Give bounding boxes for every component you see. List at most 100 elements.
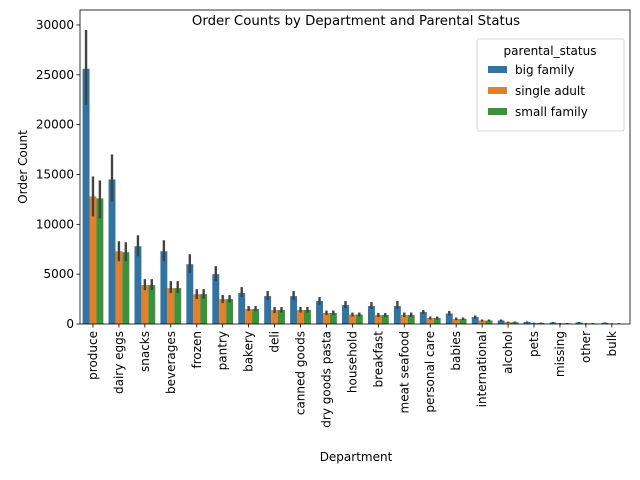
bar-produce-single-adult <box>89 196 97 324</box>
x-tick-label: dry goods pasta <box>319 331 333 428</box>
legend-swatch-single-adult <box>488 87 507 94</box>
y-tick-label: 25000 <box>36 68 74 82</box>
bar-bakery-single-adult <box>245 309 253 324</box>
x-axis: produce dairy eggs snacks beverages frozen pa… <box>86 324 619 428</box>
bar-personal-care-big-family <box>419 312 427 324</box>
bar-pets-single-adult <box>530 323 538 324</box>
x-tick-label: dairy eggs <box>112 331 126 394</box>
bar-snacks-big-family <box>134 246 142 324</box>
x-tick-label: international <box>475 331 489 407</box>
bar-beverages-single-adult <box>167 288 175 324</box>
x-tick-label: babies <box>449 331 463 371</box>
x-tick-label: missing <box>553 331 567 377</box>
x-tick-label: household <box>345 331 359 393</box>
bar-frozen-single-adult <box>193 294 201 324</box>
y-tick-label: 30000 <box>36 18 74 32</box>
bar-dairy-eggs-single-adult <box>115 251 123 324</box>
bar-dry-goods-pasta-big-family <box>316 301 323 324</box>
legend-label: small family <box>515 105 588 119</box>
x-tick-label: pantry <box>216 331 230 370</box>
x-tick-label: produce <box>86 331 100 380</box>
bar-bulk-big-family <box>601 322 609 324</box>
bar-snacks-single-adult <box>141 285 149 324</box>
bar-meat-seafood-small-family <box>407 315 415 324</box>
bar-international-small-family <box>485 320 493 324</box>
bar-pantry-single-adult <box>219 299 227 324</box>
x-tick-label: other <box>579 331 593 363</box>
bar-deli-single-adult <box>271 310 279 324</box>
bar-canned-goods-big-family <box>290 296 298 324</box>
bar-meat-seafood-single-adult <box>400 315 408 324</box>
error-bars-group <box>84 29 620 324</box>
bar-meat-seafood-big-family <box>393 306 401 324</box>
legend-label: single adult <box>515 84 585 98</box>
bar-bakery-big-family <box>238 293 246 324</box>
legend-swatch-small-family <box>488 108 507 115</box>
bar-international-single-adult <box>478 320 486 324</box>
bar-deli-small-family <box>278 310 285 324</box>
bar-household-single-adult <box>348 314 356 324</box>
x-tick-label: canned goods <box>294 331 308 415</box>
bar-breakfast-small-family <box>381 315 389 324</box>
bar-alcohol-single-adult <box>504 322 512 324</box>
x-axis-label: Department <box>320 450 393 464</box>
bar-pets-small-family <box>537 323 545 324</box>
bar-frozen-small-family <box>200 294 208 324</box>
bar-dry-goods-pasta-single-adult <box>323 313 330 324</box>
bar-dairy-eggs-small-family <box>122 252 130 324</box>
bar-dairy-eggs-big-family <box>108 179 116 324</box>
bar-frozen-big-family <box>186 264 194 324</box>
plot-frame <box>79 9 631 325</box>
bar-bakery-small-family <box>252 309 260 324</box>
bar-snacks-small-family <box>148 285 156 324</box>
y-tick-label: 20000 <box>36 118 74 132</box>
x-tick-label: bulk <box>605 331 619 357</box>
bar-beverages-big-family <box>160 251 168 324</box>
bar-household-small-family <box>355 314 363 324</box>
bar-international-big-family <box>471 317 479 324</box>
bar-pets-big-family <box>523 322 531 324</box>
bar-beverages-small-family <box>174 288 182 324</box>
bar-other-big-family <box>575 322 583 324</box>
bar-canned-goods-single-adult <box>297 310 304 324</box>
bar-alcohol-big-family <box>497 320 505 324</box>
bar-pantry-big-family <box>212 274 220 324</box>
bar-produce-small-family <box>96 198 104 324</box>
x-tick-label: personal care <box>423 331 437 413</box>
bar-babies-single-adult <box>452 319 460 324</box>
x-tick-label: deli <box>268 331 282 353</box>
x-tick-label: alcohol <box>501 331 515 374</box>
bar-babies-small-family <box>459 318 467 324</box>
bar-breakfast-big-family <box>367 306 375 324</box>
x-tick-label: bakery <box>242 331 256 372</box>
bar-babies-big-family <box>445 313 453 324</box>
y-axis: 0 5000 10000 15000 20000 25000 30000 <box>36 18 80 331</box>
x-tick-label: beverages <box>164 331 178 394</box>
bar-canned-goods-small-family <box>303 310 311 324</box>
legend-title: parental_status <box>504 44 597 58</box>
bar-dry-goods-pasta-small-family <box>329 313 337 324</box>
bars-group <box>82 68 623 324</box>
legend-items: big family single adult small family <box>488 63 588 119</box>
legend-swatch-big-family <box>488 66 507 73</box>
bar-personal-care-single-adult <box>426 318 434 324</box>
y-tick-label: 5000 <box>43 267 74 281</box>
bar-household-big-family <box>342 305 349 324</box>
bar-alcohol-small-family <box>511 322 519 324</box>
bar-missing-big-family <box>549 322 557 324</box>
bar-personal-care-small-family <box>433 318 441 324</box>
bar-breakfast-single-adult <box>374 315 382 324</box>
bar-pantry-small-family <box>226 299 234 324</box>
chart-title: Order Counts by Department and Parental … <box>192 14 520 29</box>
bar-deli-big-family <box>264 296 272 324</box>
x-tick-label: pets <box>527 331 541 357</box>
legend: parental_status big family single adult sm… <box>476 38 625 132</box>
x-tick-label: meat seafood <box>397 331 411 413</box>
y-axis-label: Order Count <box>16 130 30 204</box>
y-tick-label: 15000 <box>36 167 74 181</box>
y-tick-label: 0 <box>66 317 74 331</box>
x-tick-label: frozen <box>190 331 204 369</box>
x-tick-label: breakfast <box>371 331 385 388</box>
legend-frame <box>476 38 625 132</box>
